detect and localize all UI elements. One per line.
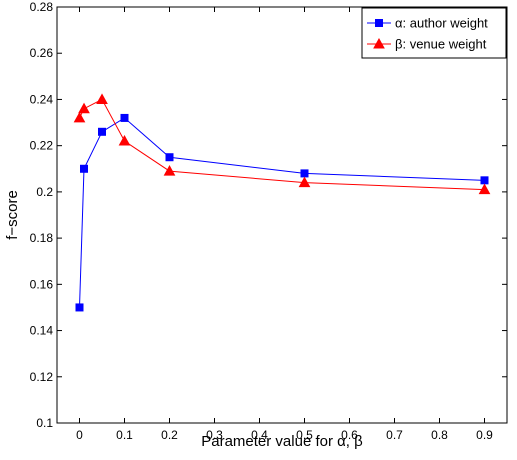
x-tick-label: 0.1 <box>116 428 133 442</box>
data-point <box>96 93 108 104</box>
legend-entry: α: author weight <box>367 16 488 31</box>
x-tick-label: 0.5 <box>296 428 313 442</box>
y-tick-label: 0.26 <box>30 46 54 60</box>
x-tick-label: 0.7 <box>386 428 403 442</box>
y-tick-label: 0.24 <box>30 92 54 106</box>
x-tick-label: 0.3 <box>206 428 223 442</box>
x-tick-label: 0 <box>76 428 83 442</box>
y-tick-label: 0.16 <box>30 277 54 291</box>
data-point <box>118 135 131 146</box>
data-point <box>75 303 84 312</box>
plot-area <box>56 6 508 424</box>
y-axis-label: f−score <box>4 190 21 240</box>
x-tick-label: 0.8 <box>431 428 448 442</box>
series-beta <box>73 93 491 195</box>
data-point <box>478 183 491 195</box>
legend-label: β: venue weight <box>395 37 487 52</box>
data-point <box>163 165 176 176</box>
data-point <box>165 153 174 162</box>
data-point <box>300 169 309 178</box>
data-point <box>80 164 88 173</box>
x-axis-label: Parameter value for α, β <box>201 433 363 450</box>
data-point <box>78 102 90 114</box>
x-tick-label: 0.6 <box>341 428 358 442</box>
x-axis-ticks: 0 0.1 0.2 0.3 0.4 0.5 0.6 0.7 0.8 0.9 <box>76 7 493 442</box>
data-point <box>298 176 311 188</box>
x-tick-label: 0.2 <box>161 428 178 442</box>
x-tick-label: 0.4 <box>251 428 268 442</box>
legend: α: author weight β: venue weight <box>361 7 507 59</box>
data-point <box>120 113 129 122</box>
legend-marker <box>373 37 385 49</box>
series-layer <box>73 93 491 312</box>
y-tick-label: 0.18 <box>30 231 54 245</box>
y-tick-label: 0.2 <box>36 185 53 199</box>
y-axis-ticks: 0.1 0.12 0.14 0.16 0.18 0.2 0.22 0.24 0.26 0.28 <box>30 0 507 430</box>
y-tick-label: 0.12 <box>30 370 54 384</box>
axes-box <box>56 6 508 424</box>
y-tick-label: 0.22 <box>30 139 54 153</box>
x-tick-label: 0.9 <box>476 428 493 442</box>
legend-label: α: author weight <box>395 16 488 31</box>
data-point <box>480 176 489 185</box>
data-point <box>98 127 106 136</box>
legend-box <box>361 7 507 59</box>
legend-marker <box>375 19 383 27</box>
y-tick-label: 0.28 <box>30 0 54 14</box>
y-tick-label: 0.14 <box>30 324 54 338</box>
data-point <box>73 111 86 123</box>
legend-entry: β: venue weight <box>367 37 487 52</box>
y-tick-label: 0.1 <box>36 416 53 430</box>
